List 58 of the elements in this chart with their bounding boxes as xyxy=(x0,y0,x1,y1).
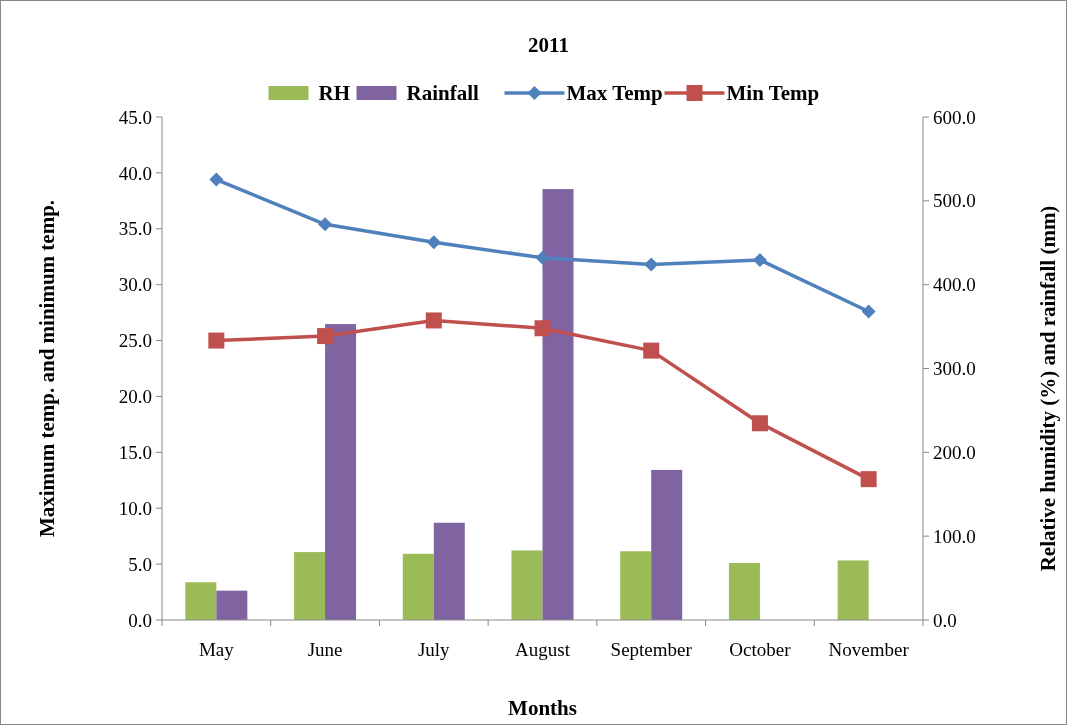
legend-label: Max Temp xyxy=(566,81,663,106)
point xyxy=(752,253,767,268)
y-tick-label: 20.0 xyxy=(118,386,152,408)
y-tick-label: 25.0 xyxy=(118,330,152,352)
y2-tick-label: 400.0 xyxy=(933,274,976,296)
y2-tick-label: 0.0 xyxy=(933,609,957,631)
point xyxy=(317,328,334,345)
bar xyxy=(511,550,543,620)
point xyxy=(860,471,877,488)
point xyxy=(318,217,333,232)
legend-label: RH xyxy=(318,81,350,106)
bar xyxy=(837,560,869,620)
point xyxy=(425,312,442,329)
y2-tick-label: 100.0 xyxy=(933,525,976,547)
bar xyxy=(620,551,652,620)
y-tick-label: 10.0 xyxy=(118,497,152,519)
chart-title: 2011 xyxy=(528,33,569,57)
point xyxy=(535,250,550,265)
bar xyxy=(402,553,434,620)
y-tick-label: 15.0 xyxy=(118,441,152,463)
y2-tick-label: 600.0 xyxy=(933,106,976,128)
bar xyxy=(433,522,465,620)
legend-label: Rainfall xyxy=(406,81,480,106)
legend-label: Min Temp xyxy=(726,81,820,106)
point xyxy=(751,415,768,432)
bar xyxy=(542,189,574,620)
x-tick-label: August xyxy=(515,639,571,660)
x-tick-label: November xyxy=(828,639,910,660)
y2-tick-label: 300.0 xyxy=(933,358,976,380)
y2-axis-title: Relative humidity (%) and rainfall (mm) xyxy=(1036,205,1060,572)
x-tick-label: June xyxy=(307,639,343,660)
x-tick-label: May xyxy=(198,639,235,660)
point xyxy=(209,172,224,187)
y-tick-label: 40.0 xyxy=(118,162,152,184)
x-tick-label: July xyxy=(417,639,451,660)
x-tick-label: September xyxy=(610,639,693,660)
bar xyxy=(294,552,326,620)
point xyxy=(208,332,225,349)
point xyxy=(426,235,441,250)
point xyxy=(534,320,551,337)
x-tick-label: October xyxy=(729,639,792,660)
bar xyxy=(728,562,760,620)
y-tick-label: 35.0 xyxy=(118,218,152,240)
x-axis-title: Months xyxy=(508,696,577,720)
y-tick-label: 0.0 xyxy=(128,609,152,631)
y-tick-label: 5.0 xyxy=(128,553,152,575)
bar xyxy=(185,582,217,620)
y-axis-title: Maximum temp. and minimum temp. xyxy=(35,199,59,538)
point xyxy=(644,257,659,272)
bar xyxy=(216,590,248,620)
y2-tick-label: 500.0 xyxy=(933,190,976,212)
bar xyxy=(325,324,357,620)
y2-tick-label: 200.0 xyxy=(933,441,976,463)
point xyxy=(643,342,660,359)
y-tick-label: 45.0 xyxy=(118,106,152,128)
y-tick-label: 30.0 xyxy=(118,274,152,296)
bar xyxy=(651,469,683,620)
point xyxy=(861,304,876,319)
